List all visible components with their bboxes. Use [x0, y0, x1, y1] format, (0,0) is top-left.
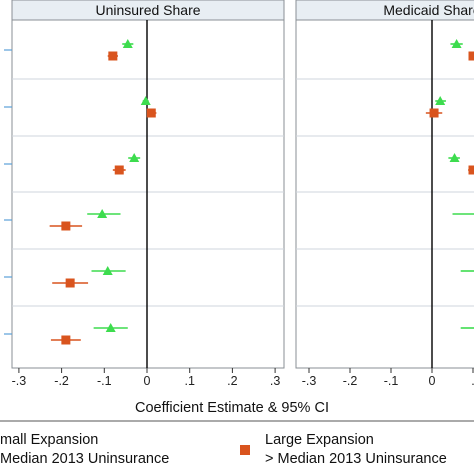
point-estimate-square	[114, 165, 124, 175]
point-estimate-square	[146, 108, 156, 118]
panel-medicaid-share: Medicaid Share -.3 -.2 -.1 0.	[295, 0, 474, 388]
point-estimate-triangle	[97, 209, 108, 218]
x-tick-label: -.2	[54, 374, 69, 388]
point-estimate-triangle	[451, 39, 462, 48]
point-estimate-triangle	[122, 39, 133, 48]
point-estimate-square	[61, 335, 71, 345]
marks-uninsured	[49, 39, 157, 345]
point-estimate-square	[108, 51, 118, 61]
point-estimate-square	[61, 221, 71, 231]
x-tick-label: -.3	[12, 374, 27, 388]
legend-label-large-line2: > Median 2013 Uninsurance	[265, 451, 447, 467]
grid-uninsured	[12, 78, 284, 307]
point-estimate-triangle	[140, 96, 151, 105]
legend-label-small-line1: mall Expansion	[0, 432, 98, 448]
point-estimate-triangle	[129, 153, 140, 162]
y-axis-tick-marks	[4, 49, 12, 335]
x-tick-label: -.1	[97, 374, 112, 388]
point-estimate-square	[468, 51, 474, 61]
legend-label-large-line1: Large Expansion	[265, 432, 374, 448]
point-estimate-triangle	[449, 153, 460, 162]
x-tick-label: -.1	[384, 374, 399, 388]
x-tick-label: .3	[270, 374, 280, 388]
x-tick-label: .	[471, 374, 474, 388]
x-axis-uninsured: -.3 -.2 -.1 0 .1 .2 .3	[12, 368, 280, 388]
point-estimate-triangle	[435, 96, 446, 105]
marks-medicaid	[425, 39, 474, 329]
x-tick-label: .1	[184, 374, 194, 388]
x-tick-label: .2	[227, 374, 237, 388]
plot-area-medicaid	[295, 19, 474, 369]
panel-uninsured-share: Uninsured Share -.3 -.2 -.1 0 .1 .2 .3	[4, 0, 285, 388]
legend-square-marker	[240, 445, 250, 455]
x-tick-label: -.2	[343, 374, 358, 388]
grid-medicaid	[296, 78, 474, 307]
legend-item-large-expansion: Large Expansion > Median 2013 Uninsuranc…	[240, 432, 447, 467]
point-estimate-square	[65, 278, 75, 288]
plot-area-uninsured	[11, 19, 285, 369]
panel-title-uninsured: Uninsured Share	[95, 2, 200, 18]
legend-label-small-line2: Median 2013 Uninsurance	[0, 451, 169, 467]
point-estimate-triangle	[105, 323, 116, 332]
point-estimate-square	[468, 165, 474, 175]
panel-title-medicaid: Medicaid Share	[383, 2, 474, 18]
legend-item-small-expansion: mall Expansion Median 2013 Uninsurance	[0, 432, 169, 467]
x-axis-medicaid: -.3 -.2 -.1 0.	[302, 368, 474, 388]
point-estimate-square	[429, 108, 439, 118]
x-tick-label: 0	[144, 374, 151, 388]
x-tick-label: -.3	[302, 374, 317, 388]
x-axis-title: Coefficient Estimate & 95% CI	[135, 400, 329, 416]
x-tick-label: 0	[429, 374, 436, 388]
point-estimate-triangle	[102, 266, 113, 275]
legend: mall Expansion Median 2013 Uninsurance L…	[0, 420, 474, 467]
